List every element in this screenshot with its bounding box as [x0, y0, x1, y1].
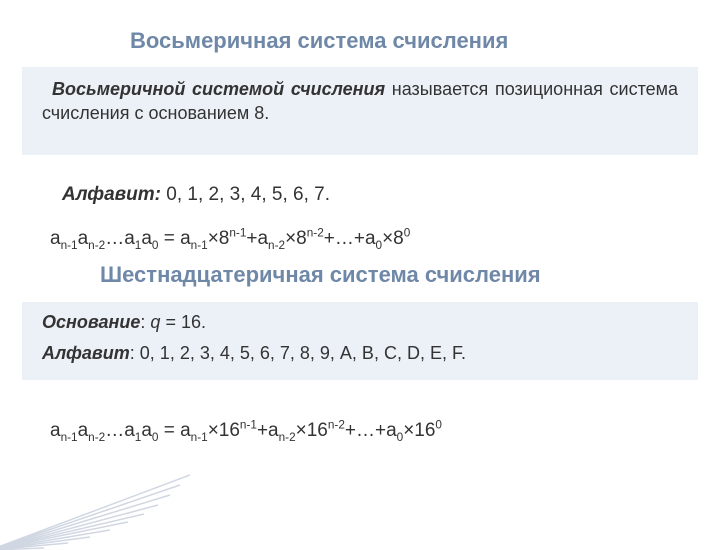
octal-definition-lead: Восьмеричной системой счисления	[52, 79, 385, 99]
hex-box: Основание: q = 16. Алфавит: 0, 1, 2, 3, …	[22, 302, 698, 380]
octal-formula: an-1an-2…a1a0 = an-1×8n-1+an-2×8n-2+…+a0…	[50, 228, 410, 250]
hex-alphabet-label: Алфавит	[42, 343, 130, 363]
hex-base-value: 16	[181, 312, 201, 332]
hex-base-row: Основание: q = 16.	[42, 312, 678, 333]
octal-alphabet-label: Алфавит:	[62, 184, 161, 205]
octal-definition-box: Восьмеричной системой счисления называет…	[22, 67, 698, 155]
octal-heading: Восьмеричная система счисления	[130, 28, 508, 54]
octal-alphabet: Алфавит: 0, 1, 2, 3, 4, 5, 6, 7.	[62, 184, 330, 206]
hex-alphabet-row: Алфавит: 0, 1, 2, 3, 4, 5, 6, 7, 8, 9, A…	[42, 343, 678, 364]
hex-heading: Шестнадцатеричная система счисления	[100, 262, 541, 288]
hex-base-label: Основание	[42, 312, 140, 332]
octal-alphabet-values: 0, 1, 2, 3, 4, 5, 6, 7.	[161, 184, 330, 205]
hex-formula: an-1an-2…a1a0 = an-1×16n-1+an-2×16n-2+…+…	[50, 420, 442, 442]
hex-alphabet-values: 0, 1, 2, 3, 4, 5, 6, 7, 8, 9, A, B, C, D…	[140, 343, 466, 363]
corner-lines-decoration	[0, 460, 190, 550]
